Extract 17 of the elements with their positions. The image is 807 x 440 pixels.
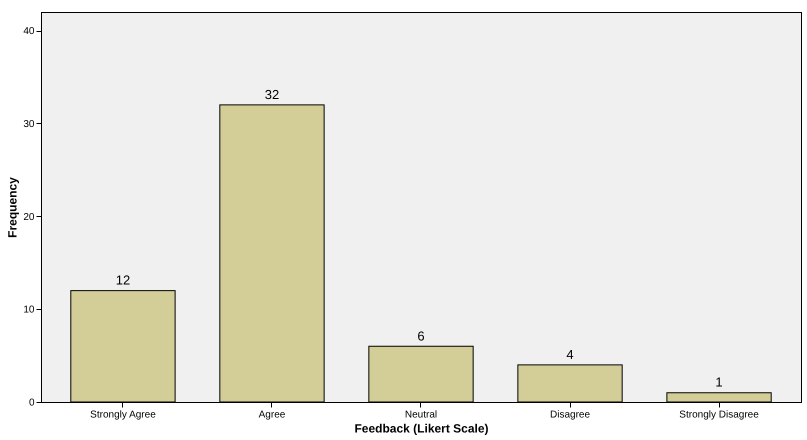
data-label: 12 [116,272,130,288]
y-tick-label: 20 [23,212,35,223]
data-label: 4 [566,346,574,362]
x-tick-label: Disagree [550,410,590,420]
x-tick-label: Neutral [404,410,438,420]
x-tick-label: Strongly Agree [90,410,156,420]
y-axis-title: Frequency [5,176,20,238]
y-tick-label: 40 [23,26,35,38]
y-tick-label: 0 [28,398,35,408]
x-tick-label: Strongly Disagree [679,410,760,420]
x-tick-label: Agree [258,410,286,420]
x-axis-title: Feedback (Likert Scale) [354,422,489,436]
y-tick-label: 10 [23,304,35,316]
data-label: 6 [417,328,425,344]
y-tick-label: 30 [23,118,35,130]
data-label: 1 [715,374,723,390]
data-label: 32 [264,86,280,102]
